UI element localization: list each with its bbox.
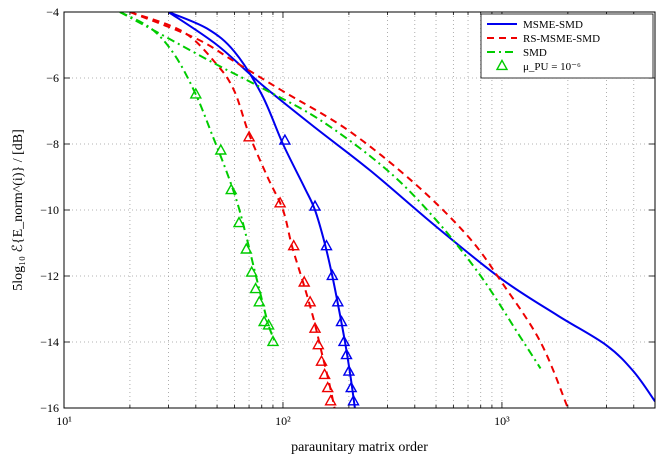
marker-smd (257, 315, 271, 327)
x-tick-label: 10³ (494, 414, 510, 428)
legend-label-msme-smd: MSME-SMD (523, 19, 583, 31)
x-tick-label: 10² (275, 414, 291, 428)
series-line-msme-smd (167, 12, 655, 402)
series-line-rs-msme-smd (129, 12, 336, 408)
axis-ticks (63, 11, 656, 409)
marker-msme-smd (331, 295, 344, 307)
marker-rs-msme-smd (308, 321, 322, 333)
y-axis-label: 5log₁₀ ℰ{E_norm^(i)} / [dB] (11, 129, 26, 291)
marker-rs-msme-smd (273, 196, 287, 208)
marker-rs-msme-smd (298, 275, 311, 287)
marker-smd (253, 295, 266, 307)
series-line-rs-msme-smd (129, 12, 569, 408)
legend-marker-pu-10 (495, 58, 509, 71)
marker-smd (232, 216, 246, 228)
marker-rs-msme-smd (303, 295, 317, 307)
axis-tick-labels: 10¹ 10² 10³ −16 −14 −12 −10 −8 −6 −4 (40, 5, 510, 428)
marker-msme-smd (337, 334, 351, 347)
marker-rs-msme-smd (312, 338, 325, 350)
marker-msme-smd (320, 239, 333, 251)
marker-smd (262, 318, 275, 330)
legend-label-pu-10: μ_PU = 10⁻⁶ (523, 61, 581, 73)
y-tick-label: −16 (40, 401, 59, 415)
marker-smd (189, 87, 202, 99)
marker-rs-msme-smd (242, 130, 256, 142)
marker-msme-smd (345, 381, 358, 393)
y-tick-label: −4 (46, 5, 59, 19)
y-tick-label: −6 (46, 71, 59, 85)
marker-msme-smd (278, 133, 292, 145)
y-tick-label: −8 (46, 137, 59, 151)
marker-rs-msme-smd (287, 239, 300, 251)
marker-smd (225, 183, 238, 195)
y-tick-label: −10 (40, 203, 59, 217)
marker-smd (240, 242, 253, 254)
series-line-smd (119, 12, 542, 369)
legend: MSME-SMD RS-MSME-SMD SMD μ_PU = 10⁻⁶ (480, 13, 654, 79)
marker-rs-msme-smd (318, 367, 331, 380)
legend-label-rs-msme-smd: RS-MSME-SMD (523, 33, 600, 45)
y-tick-label: −12 (40, 269, 59, 283)
marker-msme-smd (347, 394, 360, 406)
marker-msme-smd (335, 315, 348, 327)
marker-rs-msme-smd (321, 381, 334, 393)
marker-msme-smd (340, 348, 353, 360)
marker-smd (249, 282, 262, 294)
y-tick-label: −14 (40, 335, 59, 349)
series-markers (189, 87, 360, 406)
marker-msme-smd (326, 268, 339, 281)
series-line-smd (119, 12, 276, 343)
marker-smd (214, 143, 227, 155)
marker-msme-smd (342, 364, 356, 376)
x-axis-label: paraunitary matrix order (291, 440, 428, 455)
x-tick-label: 10¹ (56, 414, 72, 428)
marker-msme-smd (308, 199, 322, 211)
marker-rs-msme-smd (315, 354, 328, 366)
marker-smd (266, 334, 280, 347)
legend-label-smd: SMD (523, 47, 547, 59)
marker-rs-msme-smd (324, 394, 337, 406)
marker-smd (245, 265, 258, 277)
